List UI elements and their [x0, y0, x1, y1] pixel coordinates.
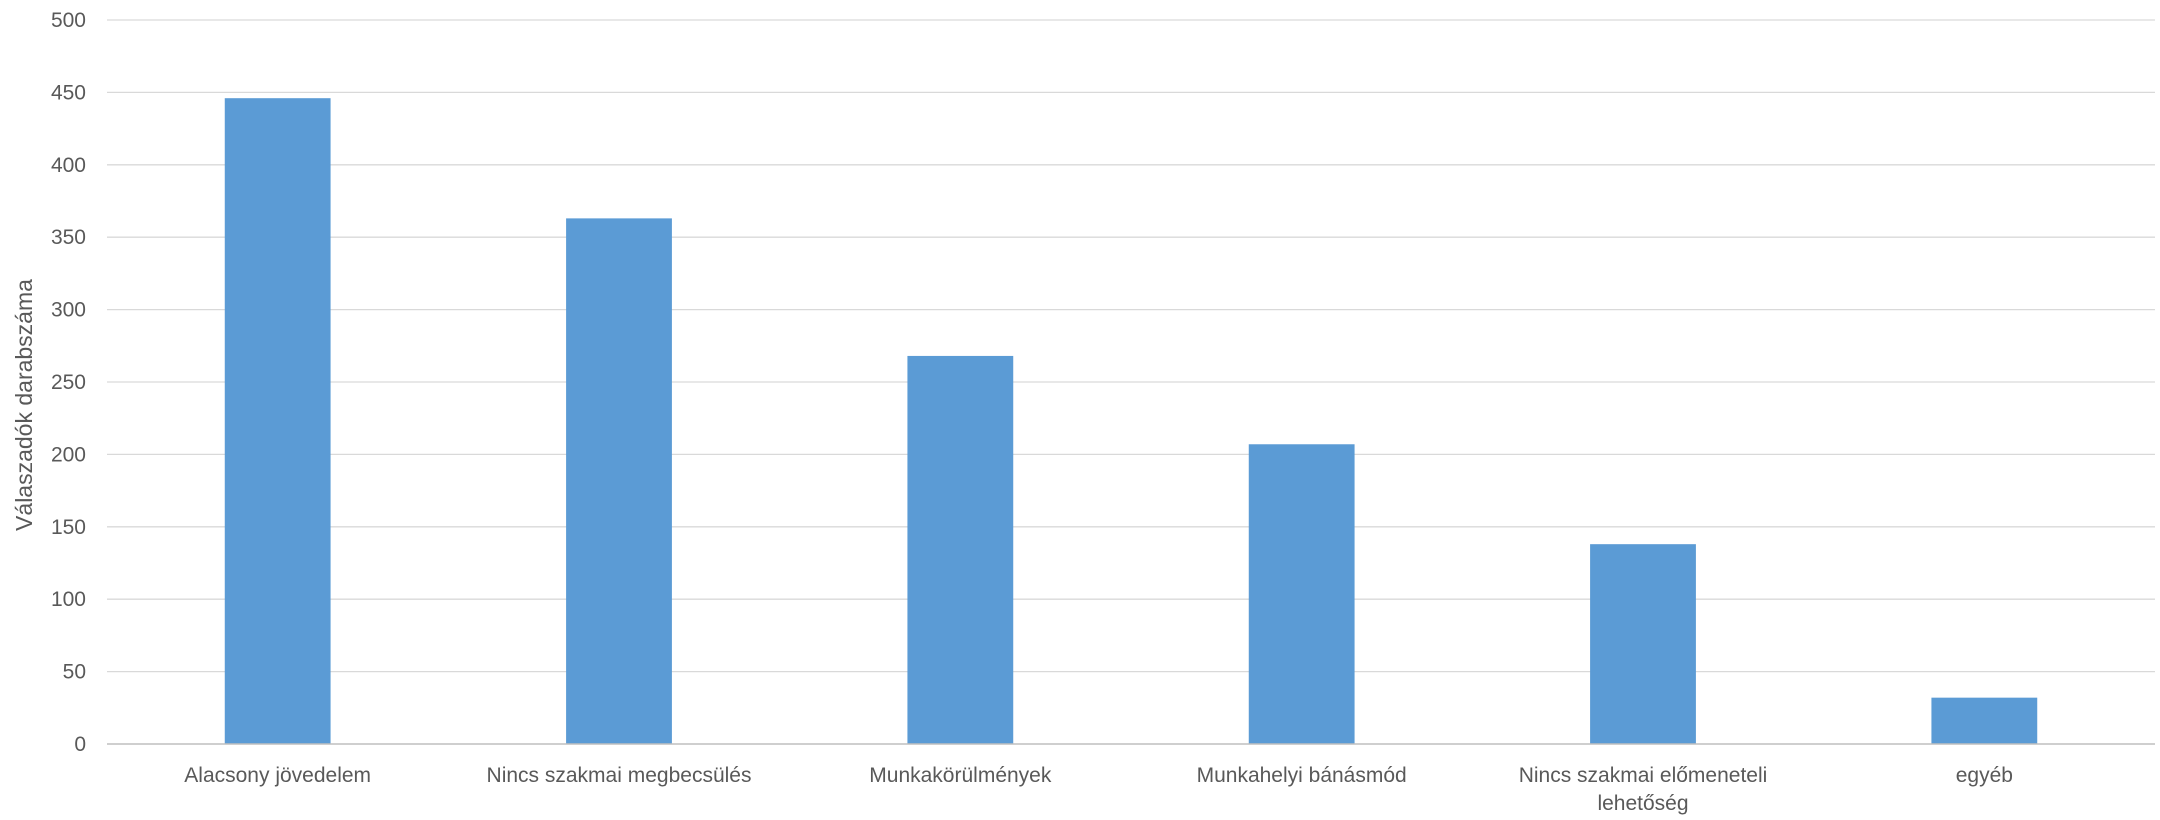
y-axis-title: Válaszadók darabszáma	[11, 279, 37, 531]
y-tick-label: 450	[51, 81, 86, 104]
bar	[1248, 444, 1355, 744]
x-tick-label: Munkahelyi bánásmód	[1197, 764, 1407, 787]
bar	[1931, 697, 2038, 744]
x-tick-label: egyéb	[1956, 764, 2013, 787]
x-tick-label: Nincs szakmai előmeneteli lehetőség	[1519, 764, 1768, 815]
bars	[224, 98, 2038, 745]
bar	[566, 218, 672, 745]
bar	[907, 355, 1014, 744]
y-tick-label: 400	[51, 154, 86, 177]
y-tick-label: 100	[51, 588, 86, 611]
y-axis: 0 50 100 150 200 250 300 350 400 450 500	[51, 9, 86, 756]
x-tick-label: Munkakörülmények	[869, 764, 1052, 787]
y-tick-label: 300	[51, 299, 86, 322]
y-tick-label: 200	[51, 443, 86, 466]
x-tick-label: Alacsony jövedelem	[184, 764, 371, 787]
x-tick-label: Nincs szakmai megbecsülés	[487, 764, 752, 787]
y-tick-label: 250	[51, 371, 86, 394]
x-axis: Alacsony jövedelem Nincs szakmai megbecsü…	[107, 743, 2155, 815]
bar	[224, 98, 331, 744]
gridlines	[107, 19, 2155, 673]
y-tick-label: 500	[51, 9, 86, 32]
y-tick-label: 150	[51, 516, 86, 539]
y-tick-label: 0	[74, 733, 86, 756]
bar	[1590, 544, 1696, 744]
y-tick-label: 50	[63, 661, 86, 684]
y-tick-label: 350	[51, 226, 86, 249]
